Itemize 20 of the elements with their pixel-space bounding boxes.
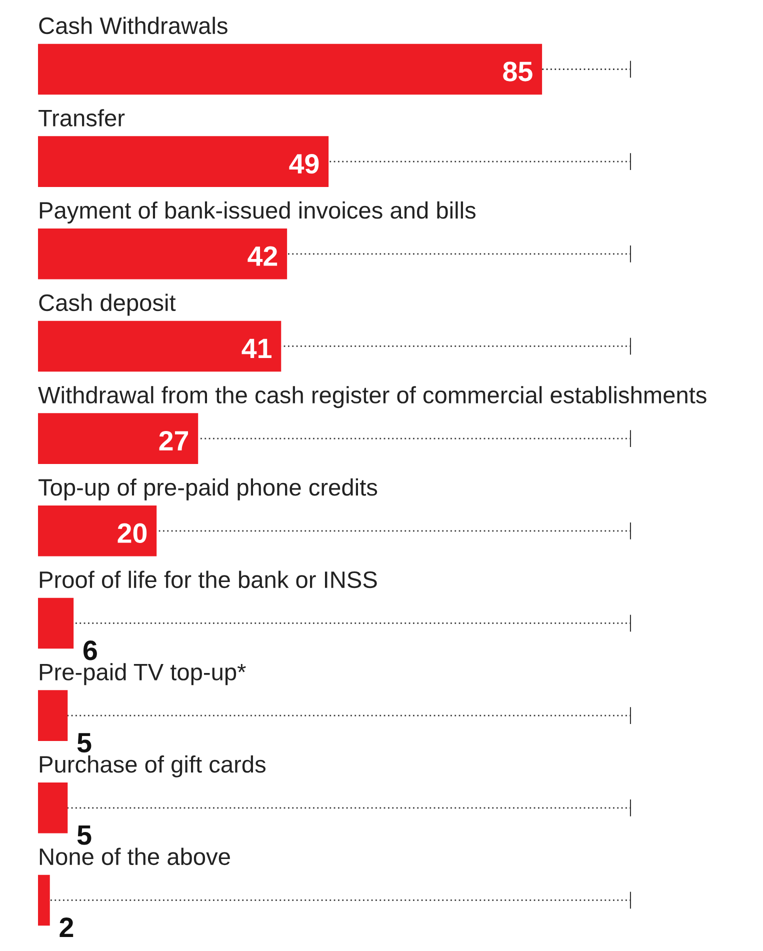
y-tick-label: Purchase of gift cards <box>40 755 266 778</box>
data-label: 5 <box>77 826 92 845</box>
data-label: 6 <box>83 640 97 660</box>
data-label: 2 <box>60 918 74 937</box>
data-label: 41 <box>242 338 272 358</box>
y-tick-label: None of the above <box>40 848 230 866</box>
y-tick-label: Withdrawal from the cash register of commercial establishments <box>38 386 706 408</box>
y-tick-label: Top-up of pre-paid phone credits <box>38 478 378 500</box>
y-tick-label: Proof of life for the bank or INSS <box>40 570 377 588</box>
data-label: 5 <box>77 733 92 753</box>
y-tick-label: Cash deposit <box>39 294 176 316</box>
data-label: 42 <box>248 246 278 266</box>
y-tick-label: Transfer <box>38 109 125 126</box>
y-tick-label: Cash Withdrawals <box>39 16 228 34</box>
y-tick-label: Pre-paid TV top-up* <box>40 663 246 686</box>
data-label: 27 <box>159 430 188 450</box>
data-label: 49 <box>289 154 319 174</box>
data-label: 85 <box>503 62 532 82</box>
data-label: 20 <box>118 523 147 543</box>
y-tick-label: Payment of bank-issued invoices and bills <box>40 201 476 224</box>
